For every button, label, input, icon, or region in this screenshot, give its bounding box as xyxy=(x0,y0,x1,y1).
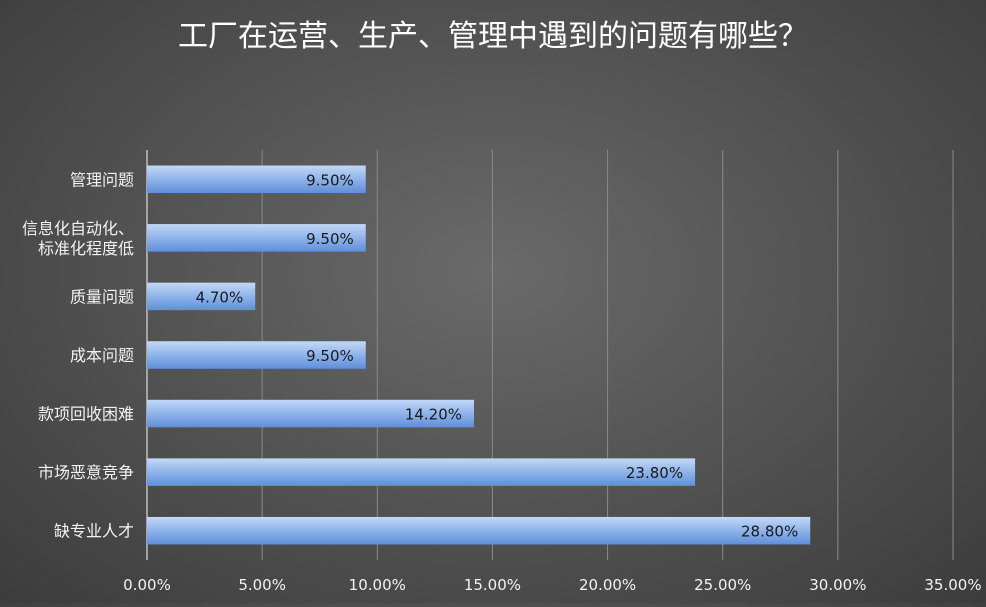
bar xyxy=(147,224,366,252)
grid-lines xyxy=(146,150,954,560)
category-label: 标准化程度低 xyxy=(38,239,134,258)
x-tick-label: 10.00% xyxy=(349,576,406,594)
bar xyxy=(147,458,696,486)
bars: 9.50% 9.50% 4.70% 9.50% 14.20% 23.80% 28.80% xyxy=(147,165,811,545)
category-label: 信息化自动化、 xyxy=(22,219,134,238)
x-tick-label: 0.00% xyxy=(123,576,171,594)
x-tick-labels: 0.00% 5.00% 10.00% 15.00% 20.00% 25.00% 30.00%… xyxy=(123,576,981,594)
x-tick-label: 25.00% xyxy=(694,576,751,594)
data-label: 28.80% xyxy=(741,523,798,541)
data-label: 9.50% xyxy=(306,347,354,365)
x-tick-label: 15.00% xyxy=(464,576,521,594)
category-label: 管理问题 xyxy=(70,170,134,189)
category-labels: 管理问题信息化自动化、标准化程度低质量问题成本问题款项回收困难市场恶意竞争缺专业… xyxy=(22,170,134,540)
category-label: 款项回收困难 xyxy=(38,405,134,424)
bar xyxy=(147,399,475,428)
category-label: 成本问题 xyxy=(70,346,134,365)
bar xyxy=(147,341,366,369)
x-tick-label: 5.00% xyxy=(238,576,286,594)
data-label: 9.50% xyxy=(306,171,354,189)
x-tick-label: 30.00% xyxy=(809,576,866,594)
category-label: 市场恶意竞争 xyxy=(38,463,134,482)
category-label: 质量问题 xyxy=(70,287,134,306)
data-label: 9.50% xyxy=(306,230,354,248)
bar xyxy=(147,165,366,194)
bar xyxy=(147,282,256,311)
data-label: 23.80% xyxy=(626,464,683,482)
bar xyxy=(147,516,811,545)
x-tick-label: 20.00% xyxy=(579,576,636,594)
category-label: 缺专业人才 xyxy=(54,522,134,541)
data-label: 4.70% xyxy=(196,288,244,306)
data-label: 14.20% xyxy=(405,406,462,424)
chart-title: 工厂在运营、生产、管理中遇到的问题有哪些？ xyxy=(178,19,808,54)
x-tick-label: 35.00% xyxy=(924,576,981,594)
